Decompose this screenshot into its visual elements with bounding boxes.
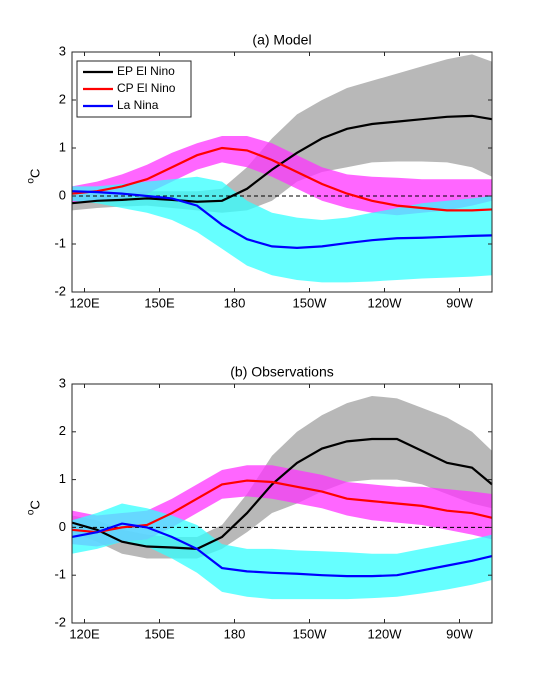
y-label-sup: o xyxy=(26,178,37,184)
y-tick-label: 0 xyxy=(59,519,66,534)
y-axis-label: oC xyxy=(26,169,43,184)
x-tick-label: 150E xyxy=(144,295,175,310)
y-tick-label: 1 xyxy=(59,471,66,486)
series-line xyxy=(71,190,493,249)
legend-label: CP El Nino xyxy=(117,81,176,95)
legend-box xyxy=(76,60,192,118)
x-tick-label: 120E xyxy=(69,626,100,641)
series-line xyxy=(71,522,493,578)
x-tick-label: 90W xyxy=(446,295,473,310)
uncertainty-band xyxy=(72,176,492,283)
x-tick-label: 180 xyxy=(224,295,246,310)
y-tick-label: 2 xyxy=(59,91,66,106)
y-label-text: C xyxy=(27,500,42,509)
x-tick-label: 180 xyxy=(224,626,246,641)
series-line xyxy=(71,479,493,534)
y-tick-label: -1 xyxy=(54,567,66,582)
x-tick-label: 90W xyxy=(446,626,473,641)
axes-box xyxy=(71,383,493,624)
legend: EP El Nino CP El Nino La Nina xyxy=(76,60,192,118)
y-label-sup: o xyxy=(26,509,37,515)
x-tick-label: 150E xyxy=(144,626,175,641)
y-tick-label: -2 xyxy=(54,614,66,629)
series-line xyxy=(71,114,493,205)
legend-label: La Nina xyxy=(117,98,159,112)
y-tick-label: -2 xyxy=(54,283,66,298)
axes-box xyxy=(71,51,493,293)
legend-label: EP El Nino xyxy=(117,64,175,78)
y-tick-label: 1 xyxy=(59,139,66,154)
chart-title: (a) Model xyxy=(252,32,311,48)
y-tick-label: 0 xyxy=(59,187,66,202)
y-tick-label: 3 xyxy=(59,43,66,58)
y-tick-label: 2 xyxy=(59,423,66,438)
x-tick-label: 120E xyxy=(69,295,100,310)
uncertainty-band xyxy=(72,54,492,213)
chart-title: (b) Observations xyxy=(230,364,333,380)
series-line xyxy=(71,437,493,551)
uncertainty-band xyxy=(72,136,492,216)
panel: (b) Observations -2 -1 0 1 2 3 120E 150E 180 150W 1… xyxy=(26,364,493,641)
series-line xyxy=(71,146,493,212)
y-tick-label: -1 xyxy=(54,235,66,250)
panel: (a) Model -2 -1 0 1 2 3 120E 150E 180 150W 120W 90W o… xyxy=(26,32,493,310)
y-label-text: C xyxy=(27,169,42,178)
y-axis-label: oC xyxy=(26,500,43,515)
x-tick-label: 150W xyxy=(293,626,328,641)
x-tick-label: 120W xyxy=(368,295,403,310)
x-tick-label: 150W xyxy=(293,295,328,310)
x-tick-label: 120W xyxy=(368,626,403,641)
y-tick-label: 3 xyxy=(59,375,66,390)
